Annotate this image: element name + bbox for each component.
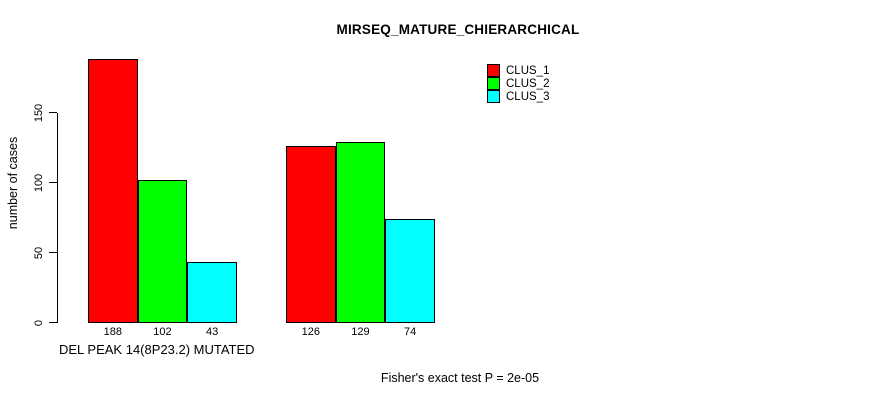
- bar-clus_2-group1: [137, 179, 188, 323]
- annotation-fisher-test: Fisher's exact test P = 2e-05: [380, 371, 540, 385]
- legend: CLUS_1 CLUS_2 CLUS_3: [487, 64, 549, 103]
- y-tick-label: 150: [33, 103, 45, 123]
- legend-swatch-clus_1: [487, 64, 500, 77]
- legend-label: CLUS_3: [506, 90, 550, 103]
- bar-value-label: 74: [404, 326, 417, 338]
- bar-clus_3-group1: [187, 261, 237, 323]
- y-tick-label: 50: [33, 246, 45, 259]
- y-tick-label: 0: [33, 319, 45, 326]
- bar-clus_1-group2: [286, 146, 336, 323]
- legend-label: CLUS_1: [506, 64, 550, 77]
- bar-value-label: 43: [206, 326, 219, 338]
- chart-title: MIRSEQ_MATURE_CHIERARCHICAL: [336, 22, 580, 37]
- bar-value-label: 129: [351, 326, 370, 338]
- bar-value-label: 188: [103, 326, 122, 338]
- bar-clus_1-group1: [88, 59, 138, 323]
- y-axis-line: [57, 112, 58, 324]
- legend-swatch-clus_3: [487, 90, 500, 103]
- bar-clus_2-group2: [335, 141, 386, 323]
- legend-swatch-clus_2: [487, 77, 500, 90]
- legend-entry-clus_2: CLUS_2: [487, 77, 549, 90]
- y-tick: [49, 182, 57, 184]
- legend-label: CLUS_2: [506, 77, 550, 90]
- bar-value-label: 126: [301, 326, 320, 338]
- y-tick: [49, 112, 57, 114]
- legend-entry-clus_1: CLUS_1: [487, 64, 549, 77]
- y-tick: [49, 252, 57, 254]
- legend-entry-clus_3: CLUS_3: [487, 90, 549, 103]
- x-axis-group-label: DEL PEAK 14(8P23.2) MUTATED: [59, 342, 255, 357]
- y-tick: [49, 322, 57, 323]
- bar-value-label: 102: [153, 326, 172, 338]
- y-tick-label: 100: [33, 173, 45, 193]
- bar-clus_3-group2: [385, 218, 435, 323]
- y-axis-title: number of cases: [6, 136, 20, 230]
